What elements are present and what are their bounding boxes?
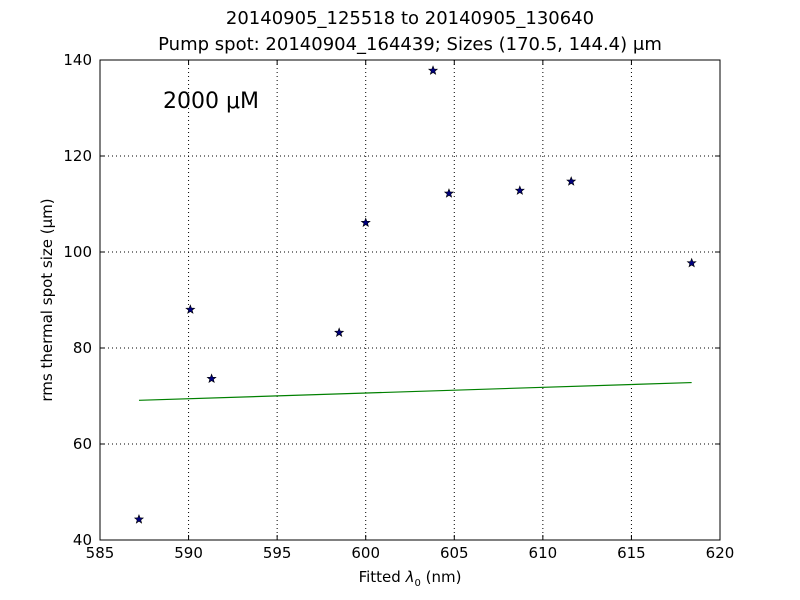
y-tick-label: 120 (63, 147, 92, 165)
data-point (206, 373, 217, 384)
y-tick-label: 140 (63, 51, 92, 69)
x-tick-label: 610 (529, 544, 558, 562)
x-tick-label: 590 (174, 544, 203, 562)
fit-line (138, 381, 692, 401)
y-tick-label: 100 (63, 243, 92, 261)
x-axis-label-prefix: Fitted (359, 568, 406, 586)
plot-frame (99, 59, 721, 541)
chart-annotation: 2000 μM (163, 89, 259, 114)
fit-line-group (138, 381, 692, 401)
chart-title-line2: Pump spot: 20140904_164439; Sizes (170.5… (158, 34, 662, 55)
x-axis-ticks: 585 590 595 600 605 610 615 620 (86, 60, 735, 562)
x-tick-label: 615 (617, 544, 646, 562)
data-point (443, 188, 455, 198)
data-point (514, 185, 525, 195)
x-tick-label: 620 (706, 544, 735, 562)
data-point (686, 257, 697, 268)
y-axis-ticks: 40 60 80 100 120 140 (63, 51, 720, 549)
y-tick-label: 60 (73, 435, 92, 453)
data-points (133, 65, 697, 524)
data-point (360, 217, 371, 228)
x-tick-label: 605 (440, 544, 469, 562)
y-tick-label: 40 (73, 531, 92, 549)
y-axis-label: rms thermal spot size (μm) (38, 198, 56, 401)
data-point (427, 65, 439, 75)
grid-lines (100, 60, 720, 540)
x-axis-label-suffix: (nm) (421, 568, 462, 586)
data-point (133, 514, 145, 524)
data-point (334, 327, 345, 337)
x-axis-label-subscript: 0 (414, 578, 420, 589)
x-axis-label: Fitted λ0 (nm) (359, 568, 462, 589)
data-point (566, 176, 577, 186)
y-tick-label: 80 (73, 339, 92, 357)
plot-area (100, 60, 720, 540)
chart-title-line1: 20140905_125518 to 20140905_130640 (226, 8, 594, 29)
x-tick-label: 595 (263, 544, 292, 562)
x-tick-label: 585 (86, 544, 115, 562)
data-point (185, 304, 196, 314)
x-axis-label-symbol: λ (405, 568, 415, 586)
x-tick-label: 600 (351, 544, 380, 562)
